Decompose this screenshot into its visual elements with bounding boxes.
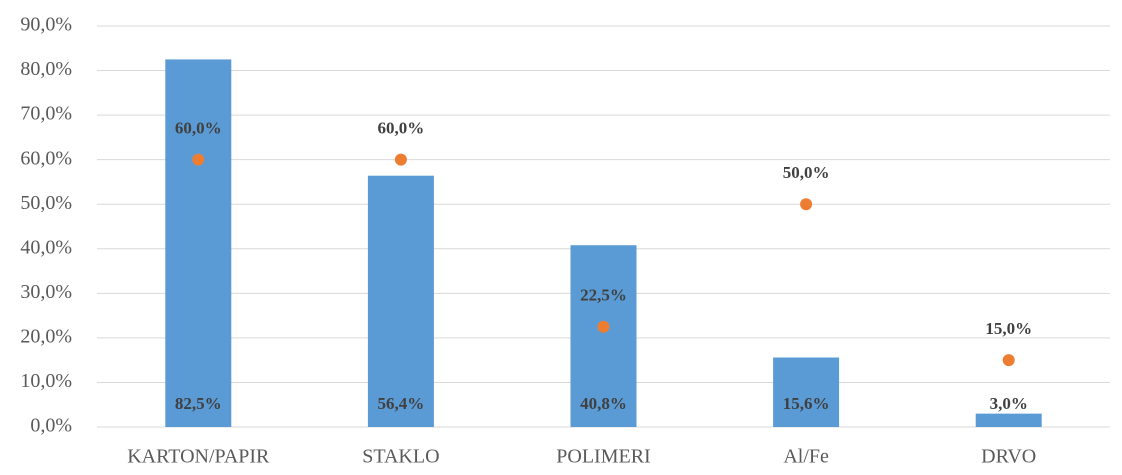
y-tick-label: 0,0% <box>30 415 72 437</box>
bar-value-label: 15,6% <box>783 394 830 413</box>
bar <box>367 175 434 427</box>
x-tick-label: POLIMERI <box>556 446 650 468</box>
bar-value-label: 3,0% <box>990 394 1028 413</box>
point <box>192 153 205 166</box>
y-tick-label: 50,0% <box>20 192 72 214</box>
bar-value-label: 82,5% <box>175 394 222 413</box>
y-tick-label: 20,0% <box>20 325 72 347</box>
x-tick-label: KARTON/PAPIR <box>127 446 270 468</box>
y-tick-label: 10,0% <box>20 370 72 392</box>
point <box>800 198 813 211</box>
bar-value-label: 56,4% <box>378 394 425 413</box>
point <box>394 153 407 166</box>
point-value-label: 60,0% <box>378 119 425 138</box>
y-tick-label: 80,0% <box>20 58 72 80</box>
point-value-label: 15,0% <box>985 319 1032 338</box>
bar <box>773 357 840 427</box>
point <box>1002 354 1015 367</box>
bar <box>975 413 1042 427</box>
point <box>597 320 610 333</box>
x-tick-label: DRVO <box>981 446 1036 468</box>
y-tick-label: 30,0% <box>20 281 72 303</box>
bar <box>570 245 637 427</box>
y-tick-label: 90,0% <box>20 14 72 36</box>
y-tick-label: 60,0% <box>20 147 72 169</box>
x-tick-label: STAKLO <box>362 446 439 468</box>
point-value-label: 60,0% <box>175 119 222 138</box>
bar <box>165 59 232 428</box>
bar-value-label: 40,8% <box>580 394 627 413</box>
x-tick-label: Al/Fe <box>783 446 829 468</box>
point-value-label: 50,0% <box>783 163 830 182</box>
point-value-label: 22,5% <box>580 286 627 305</box>
y-tick-label: 70,0% <box>20 103 72 125</box>
y-tick-label: 40,0% <box>20 236 72 258</box>
